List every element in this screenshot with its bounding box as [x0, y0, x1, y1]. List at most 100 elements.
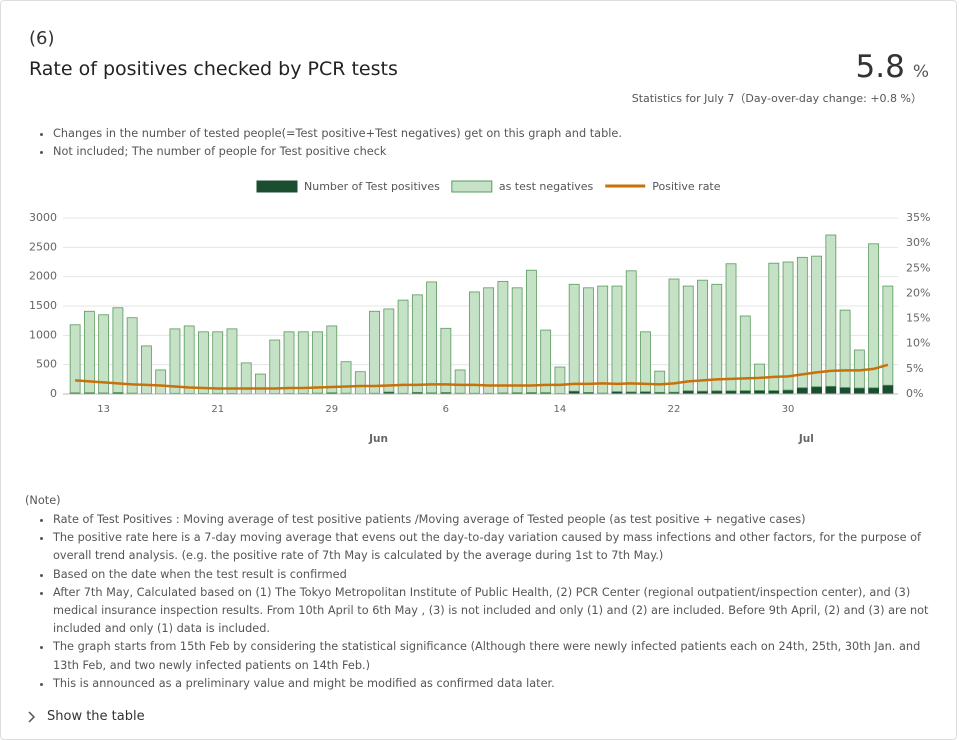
notes-list: Rate of Test Positives : Moving average …	[1, 511, 943, 693]
legend-swatch	[452, 181, 492, 192]
bar-segment	[427, 282, 437, 393]
bar-segment	[255, 374, 265, 394]
list-item: This is announced as a preliminary value…	[53, 675, 943, 693]
list-item: Rate of Test Positives : Moving average …	[53, 511, 943, 529]
bar-segment	[598, 286, 608, 393]
y-tick-label: 500	[36, 358, 57, 371]
y2-tick-label: 25%	[906, 261, 930, 274]
list-item: The positive rate here is a 7-day moving…	[53, 529, 943, 565]
bar-segment	[740, 391, 750, 394]
x-month-label: Jun	[368, 433, 388, 445]
bar-segment	[869, 244, 879, 388]
bar-segment	[370, 311, 380, 393]
bar-segment	[484, 288, 494, 393]
bar-segment	[569, 284, 579, 391]
bar-segment	[141, 346, 151, 394]
bar-segment	[826, 386, 836, 394]
bar-segment	[769, 391, 779, 394]
x-tick-label: 21	[211, 404, 224, 415]
bar-segment	[840, 310, 850, 387]
bar-segment	[797, 388, 807, 394]
show-table-label: Show the table	[47, 709, 145, 724]
legend-swatch	[257, 181, 297, 192]
y-tick-label: 2000	[29, 270, 57, 283]
bar-segment	[441, 328, 451, 392]
bar-segment	[398, 300, 408, 393]
chevron-icon	[27, 711, 37, 723]
bar-segment	[783, 262, 793, 390]
y2-tick-label: 30%	[906, 236, 930, 249]
legend-label: Number of Test positives	[304, 180, 440, 193]
bar-segment	[812, 256, 822, 387]
list-item: Based on the date when the test result i…	[53, 566, 943, 584]
y-tick-label: 0	[50, 387, 57, 400]
bar-segment	[170, 329, 180, 393]
y2-tick-label: 20%	[906, 286, 930, 299]
y-tick-label: 1500	[29, 299, 57, 312]
bar-segment	[812, 387, 822, 394]
bar-segment	[883, 286, 893, 385]
bar-segment	[327, 326, 337, 393]
bar-segment	[127, 318, 137, 393]
bar-segment	[455, 370, 465, 393]
x-tick-label: 13	[97, 404, 110, 415]
x-month-label: Jul	[798, 433, 814, 445]
show-table-toggle[interactable]: Show the table	[27, 709, 145, 724]
y2-tick-label: 15%	[906, 312, 930, 325]
y2-tick-label: 0%	[906, 387, 923, 400]
bar-segment	[341, 362, 351, 393]
y-tick-label: 1000	[29, 328, 57, 341]
x-tick-label: 6	[443, 404, 449, 415]
bar-segment	[755, 390, 765, 394]
bar-segment	[626, 271, 636, 392]
bar-segment	[298, 332, 308, 394]
bar-segment	[70, 325, 80, 393]
bar-segment	[869, 388, 879, 394]
bar-segment	[498, 281, 508, 393]
y2-tick-label: 5%	[906, 362, 923, 375]
bar-segment	[612, 286, 622, 392]
bar-segment	[213, 332, 223, 393]
bar-segment	[826, 235, 836, 386]
bar-segment	[583, 288, 593, 393]
y-tick-label: 2500	[29, 240, 57, 253]
bar-segment	[270, 340, 280, 394]
bar-segment	[655, 371, 665, 392]
bar-segment	[555, 367, 565, 393]
legend-label: Positive rate	[652, 180, 720, 193]
rate-line	[75, 365, 888, 389]
bar-segment	[469, 292, 479, 393]
x-tick-label: 30	[782, 404, 795, 415]
bar-segment	[113, 308, 123, 393]
bar-segment	[284, 332, 294, 394]
bar-segment	[355, 372, 365, 394]
y2-tick-label: 35%	[906, 211, 930, 224]
notes-title: (Note)	[25, 494, 61, 507]
bar-segment	[313, 332, 323, 393]
x-tick-label: 14	[554, 404, 567, 415]
bar-segment	[541, 330, 551, 393]
bar-segment	[769, 263, 779, 390]
bar-segment	[669, 279, 679, 392]
bar-segment	[156, 370, 166, 394]
list-item: After 7th May, Calculated based on (1) T…	[53, 584, 943, 639]
y-tick-label: 3000	[29, 211, 57, 224]
bar-segment	[883, 385, 893, 394]
bar-segment	[412, 295, 422, 393]
legend-label: as test negatives	[499, 180, 594, 193]
bar-segment	[840, 387, 850, 394]
bar-segment	[698, 280, 708, 391]
chart: 0 500 1000 1500 2000 2500 3000 0% 5% 10% 15% 20% 25%…	[1, 1, 958, 461]
bar-segment	[512, 288, 522, 393]
bar-segment	[683, 286, 693, 391]
bar-segment	[783, 390, 793, 394]
x-tick-label: 22	[668, 404, 681, 415]
bar-segment	[198, 332, 208, 394]
bar-segment	[712, 284, 722, 391]
bar-segment	[184, 326, 194, 393]
y2-tick-label: 10%	[906, 337, 930, 350]
bar-segment	[797, 257, 807, 387]
bar-segment	[384, 309, 394, 392]
